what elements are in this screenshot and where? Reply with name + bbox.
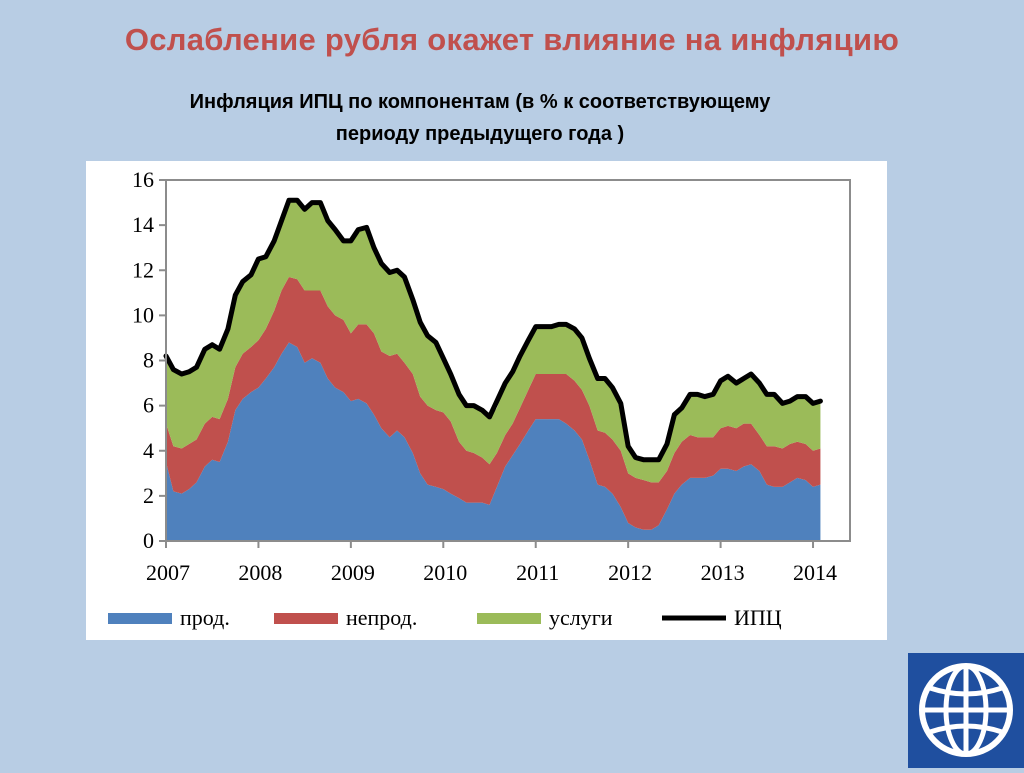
chart-subtitle-line-2: периоду предыдущего года ): [335, 123, 625, 145]
area-series-1: [166, 342, 821, 541]
legend-label-3: услуги: [549, 605, 613, 630]
x-tick-label-0: 2007: [146, 560, 190, 585]
legend-label-1: прод.: [180, 605, 230, 630]
legend-label-2: непрод.: [346, 605, 417, 630]
x-tick-label-6: 2013: [701, 560, 745, 585]
cpi-line: [163, 197, 823, 463]
legend-swatch-2: [274, 613, 338, 624]
legend-label-4: ИПЦ: [734, 605, 782, 630]
x-tick-label-4: 2011: [516, 560, 559, 585]
y-tick-label-3: 6: [143, 393, 154, 418]
y-tick-label-2: 4: [143, 438, 154, 463]
y-tick-label-7: 14: [132, 212, 154, 237]
y-tick-label-8: 16: [132, 167, 154, 192]
y-tick-label-4: 8: [143, 348, 154, 373]
chart-panel: 0 2 4 6 8 10 12 14 16 2007 2008 2009 2010 2011 2012 201…: [86, 161, 887, 640]
x-tick-label-2: 2009: [331, 560, 375, 585]
y-tick-label-0: 0: [143, 528, 154, 553]
x-tick-label-5: 2012: [608, 560, 652, 585]
x-tick-label-3: 2010: [423, 560, 467, 585]
legend-swatch-3: [477, 613, 541, 624]
cpi-components-chart: 0 2 4 6 8 10 12 14 16 2007 2008 2009 2010 2011 2012 201…: [108, 167, 851, 630]
y-tick-label-1: 2: [143, 483, 154, 508]
globe-icon: [919, 663, 1013, 757]
legend-swatch-1: [108, 613, 172, 624]
x-tick-label-7: 2014: [793, 560, 837, 585]
y-tick-label-6: 12: [132, 257, 154, 282]
slide-title: Ослабление рубля окажет влияние на инфля…: [124, 22, 900, 57]
area-series-2: [166, 277, 821, 530]
chart-subtitle-line-1: Инфляция ИПЦ по компонентам (в % к соотв…: [189, 91, 771, 113]
area-series-3: [166, 200, 821, 483]
chart-subtitle: Инфляция ИПЦ по компонентам (в % к соотв…: [110, 86, 850, 150]
world-bank-logo: [908, 653, 1024, 768]
x-tick-label-1: 2008: [238, 560, 282, 585]
y-tick-label-5: 10: [132, 302, 154, 327]
